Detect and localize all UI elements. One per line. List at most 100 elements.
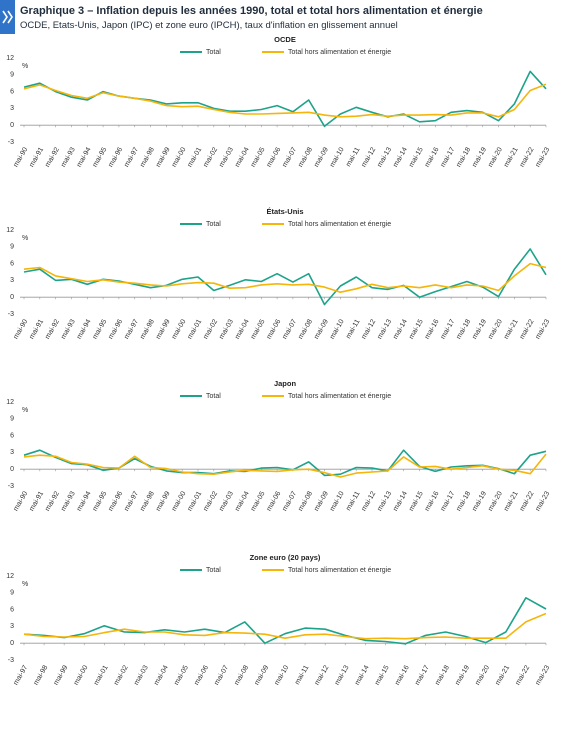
panel-title: États-Unis bbox=[266, 207, 303, 216]
x-tick-label: mai-20 bbox=[487, 318, 504, 340]
x-tick-label: mai-02 bbox=[113, 664, 130, 686]
x-tick-label: mai-15 bbox=[408, 146, 425, 168]
x-tick-label: mai-11 bbox=[345, 318, 362, 340]
x-tick-label: mai-17 bbox=[440, 490, 457, 512]
series-line bbox=[23, 449, 547, 477]
y-tick-label: 0 bbox=[10, 122, 14, 129]
series-line bbox=[23, 83, 547, 118]
x-tick-label: mai-18 bbox=[434, 664, 451, 686]
x-tick-label: mai-12 bbox=[361, 490, 378, 512]
x-tick-label: mai-21 bbox=[503, 490, 520, 512]
x-tick-label: mai-19 bbox=[471, 318, 488, 340]
x-tick-label: mai-99 bbox=[155, 318, 172, 340]
x-tick-label: mai-90 bbox=[13, 318, 30, 340]
legend-label: Total hors alimentation et énergie bbox=[288, 393, 391, 400]
series-line bbox=[23, 453, 547, 478]
x-tick-label: mai-95 bbox=[92, 318, 109, 340]
x-tick-label: mai-96 bbox=[107, 146, 124, 168]
x-tick-label: mai-06 bbox=[266, 490, 283, 512]
x-tick-label: mai-07 bbox=[281, 318, 298, 340]
y-tick-label: 6 bbox=[10, 606, 14, 613]
legend-label: Total bbox=[206, 221, 221, 228]
x-tick-label: mai-92 bbox=[44, 490, 61, 512]
y-tick-label: -3 bbox=[8, 483, 14, 490]
panel-title: Japon bbox=[274, 379, 297, 388]
x-tick-label: mai-12 bbox=[314, 664, 331, 686]
x-tick-label: mai-22 bbox=[519, 146, 536, 168]
x-tick-label: mai-97 bbox=[123, 318, 140, 340]
x-tick-label: mai-09 bbox=[313, 146, 330, 168]
x-tick-label: mai-01 bbox=[187, 490, 204, 512]
x-tick-label: mai-97 bbox=[123, 490, 140, 512]
x-tick-label: mai-94 bbox=[76, 318, 93, 340]
x-tick-label: mai-05 bbox=[250, 146, 267, 168]
x-tick-label: mai-22 bbox=[514, 664, 531, 686]
x-tick-label: mai-02 bbox=[202, 490, 219, 512]
x-tick-label: mai-98 bbox=[33, 664, 50, 686]
x-tick-label: mai-06 bbox=[266, 318, 283, 340]
x-tick-label: mai-08 bbox=[297, 146, 314, 168]
x-tick-label: mai-15 bbox=[374, 664, 391, 686]
x-tick-label: mai-21 bbox=[503, 318, 520, 340]
y-tick-label: 6 bbox=[10, 260, 14, 267]
x-tick-label: mai-98 bbox=[139, 490, 156, 512]
x-tick-label: mai-14 bbox=[354, 664, 371, 686]
x-tick-label: mai-04 bbox=[234, 146, 251, 168]
x-tick-label: mai-22 bbox=[519, 318, 536, 340]
x-tick-label: mai-90 bbox=[13, 146, 30, 168]
x-tick-label: mai-18 bbox=[455, 146, 472, 168]
page-subtitle: OCDE, Etats-Unis, Japon (IPC) et zone eu… bbox=[20, 20, 398, 31]
x-tick-label: mai-13 bbox=[376, 318, 393, 340]
panel-title: Zone euro (20 pays) bbox=[250, 553, 321, 562]
x-tick-label: mai-09 bbox=[253, 664, 270, 686]
x-tick-label: mai-14 bbox=[392, 490, 409, 512]
x-tick-label: mai-12 bbox=[361, 318, 378, 340]
y-tick-label: 6 bbox=[10, 88, 14, 95]
x-tick-label: mai-18 bbox=[455, 490, 472, 512]
x-tick-label: mai-09 bbox=[313, 318, 330, 340]
header-icon bbox=[2, 10, 13, 24]
series-line bbox=[23, 262, 547, 293]
y-tick-label: 0 bbox=[10, 640, 14, 647]
x-tick-label: mai-04 bbox=[234, 318, 251, 340]
x-tick-label: mai-91 bbox=[28, 146, 45, 168]
x-tick-label: mai-20 bbox=[487, 490, 504, 512]
x-tick-label: mai-92 bbox=[44, 318, 61, 340]
x-tick-label: mai-20 bbox=[487, 146, 504, 168]
legend-label: Total hors alimentation et énergie bbox=[288, 221, 391, 228]
x-tick-label: mai-91 bbox=[28, 318, 45, 340]
x-tick-label: mai-00 bbox=[171, 146, 188, 168]
y-tick-label: 12 bbox=[6, 573, 14, 580]
x-tick-label: mai-19 bbox=[454, 664, 471, 686]
y-tick-label: 0 bbox=[10, 294, 14, 301]
y-tick-label: 9 bbox=[10, 72, 14, 79]
x-tick-label: mai-07 bbox=[213, 664, 230, 686]
x-tick-label: mai-07 bbox=[281, 490, 298, 512]
x-tick-label: mai-96 bbox=[107, 318, 124, 340]
series-line bbox=[23, 70, 547, 128]
x-tick-label: mai-17 bbox=[440, 318, 457, 340]
legend-label: Total hors alimentation et énergie bbox=[288, 49, 391, 56]
x-tick-label: mai-16 bbox=[424, 490, 441, 512]
x-tick-label: mai-11 bbox=[345, 490, 362, 512]
x-tick-label: mai-03 bbox=[218, 318, 235, 340]
x-tick-label: mai-95 bbox=[92, 490, 109, 512]
y-tick-label: -3 bbox=[8, 139, 14, 146]
x-tick-label: mai-21 bbox=[503, 146, 520, 168]
x-tick-label: mai-01 bbox=[187, 318, 204, 340]
x-tick-label: mai-92 bbox=[44, 146, 61, 168]
y-tick-label: 3 bbox=[10, 105, 14, 112]
x-tick-label: mai-99 bbox=[53, 664, 70, 686]
x-tick-label: mai-97 bbox=[123, 146, 140, 168]
x-tick-label: mai-95 bbox=[92, 146, 109, 168]
x-tick-label: mai-14 bbox=[392, 318, 409, 340]
x-tick-label: mai-00 bbox=[73, 664, 90, 686]
x-tick-label: mai-12 bbox=[361, 146, 378, 168]
x-tick-label: mai-04 bbox=[234, 490, 251, 512]
x-tick-label: mai-07 bbox=[281, 146, 298, 168]
x-tick-label: mai-23 bbox=[535, 490, 552, 512]
x-tick-label: mai-17 bbox=[440, 146, 457, 168]
